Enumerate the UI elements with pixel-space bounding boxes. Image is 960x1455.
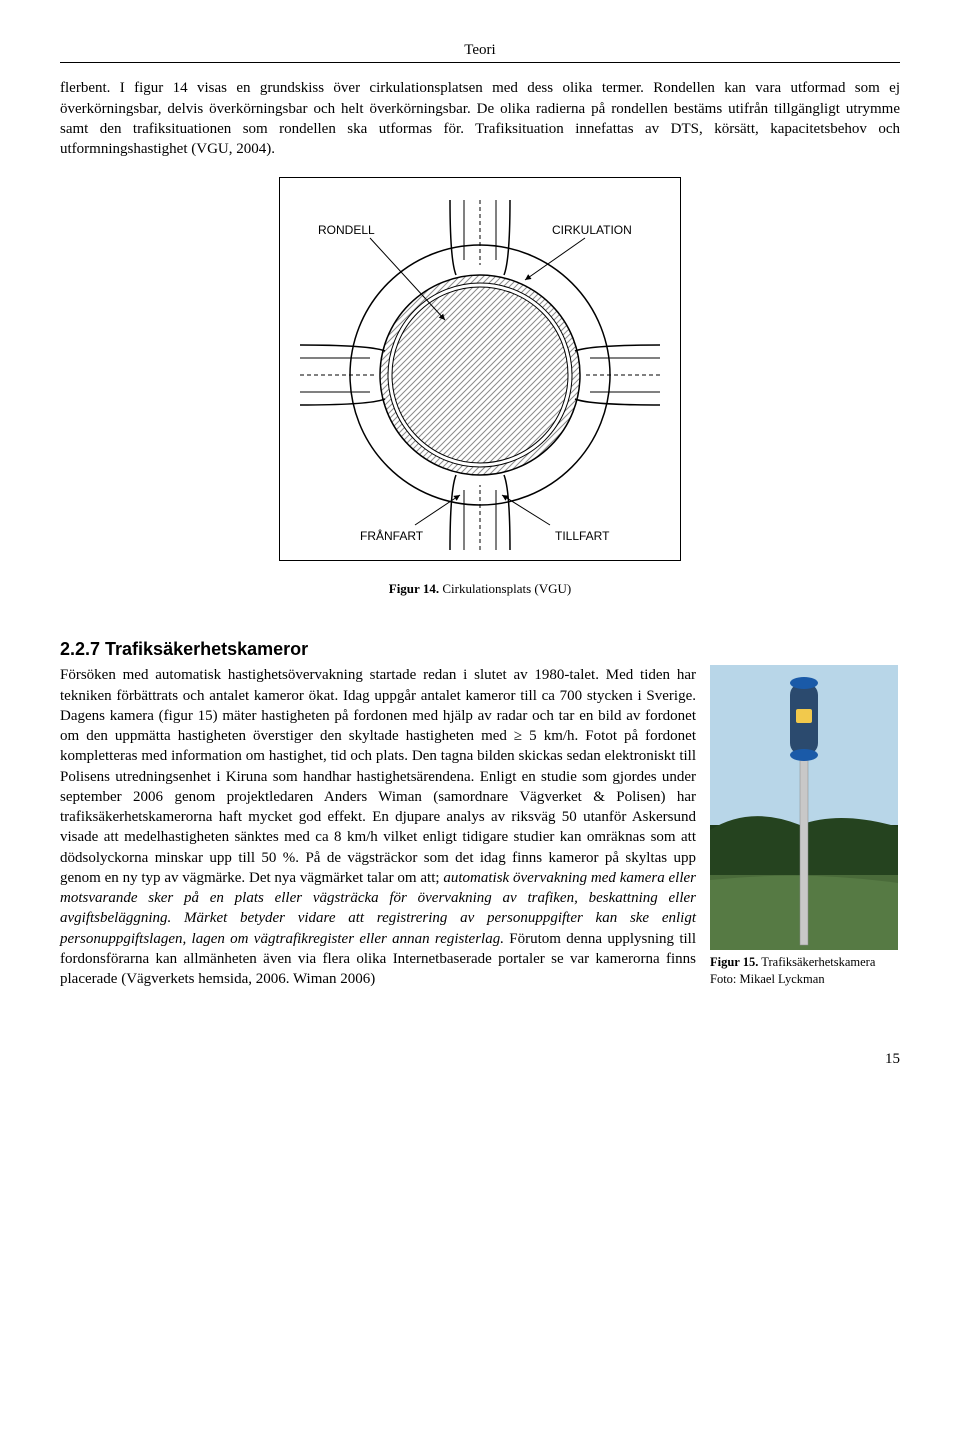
figure14-wrap: RONDELL CIRKULATION FRÅNFART TILLFART [60, 177, 900, 567]
page-number: 15 [60, 1049, 900, 1069]
figure15-caption: Figur 15. Trafiksäkerhetskamera Foto: Mi… [710, 954, 900, 987]
label-rondell: RONDELL [318, 223, 375, 237]
section-body: Försöken med automatisk hastighetsöverva… [60, 665, 696, 989]
label-tillfart: TILLFART [555, 529, 610, 543]
roundabout-diagram: RONDELL CIRKULATION FRÅNFART TILLFART [300, 190, 660, 550]
label-franfart: FRÅNFART [360, 528, 424, 543]
figure15-side: Figur 15. Trafiksäkerhetskamera Foto: Mi… [710, 665, 900, 987]
figure15-caption-bold: Figur 15. [710, 955, 758, 969]
two-column-layout: Försöken med automatisk hastighetsöverva… [60, 665, 900, 989]
intro-paragraph: flerbent. I figur 14 visas en grundskiss… [60, 78, 900, 159]
header-rule [60, 62, 900, 63]
figure15-photo-credit: Foto: Mikael Lyckman [710, 972, 825, 986]
label-cirkulation: CIRKULATION [552, 223, 632, 237]
figure14-box: RONDELL CIRKULATION FRÅNFART TILLFART [279, 177, 681, 561]
page-header-title: Teori [60, 40, 900, 60]
camera-photo [710, 665, 898, 950]
figure14-caption: Figur 14. Cirkulationsplats (VGU) [60, 580, 900, 598]
section-body-main: Försöken med automatisk hastighetsöverva… [60, 667, 696, 886]
section-heading: 2.2.7 Trafiksäkerhetskameror [60, 637, 900, 661]
figure14-caption-rest: Cirkulationsplats (VGU) [439, 581, 571, 596]
figure15-caption-rest: Trafiksäkerhetskamera [758, 955, 875, 969]
figure14-caption-bold: Figur 14. [389, 581, 439, 596]
